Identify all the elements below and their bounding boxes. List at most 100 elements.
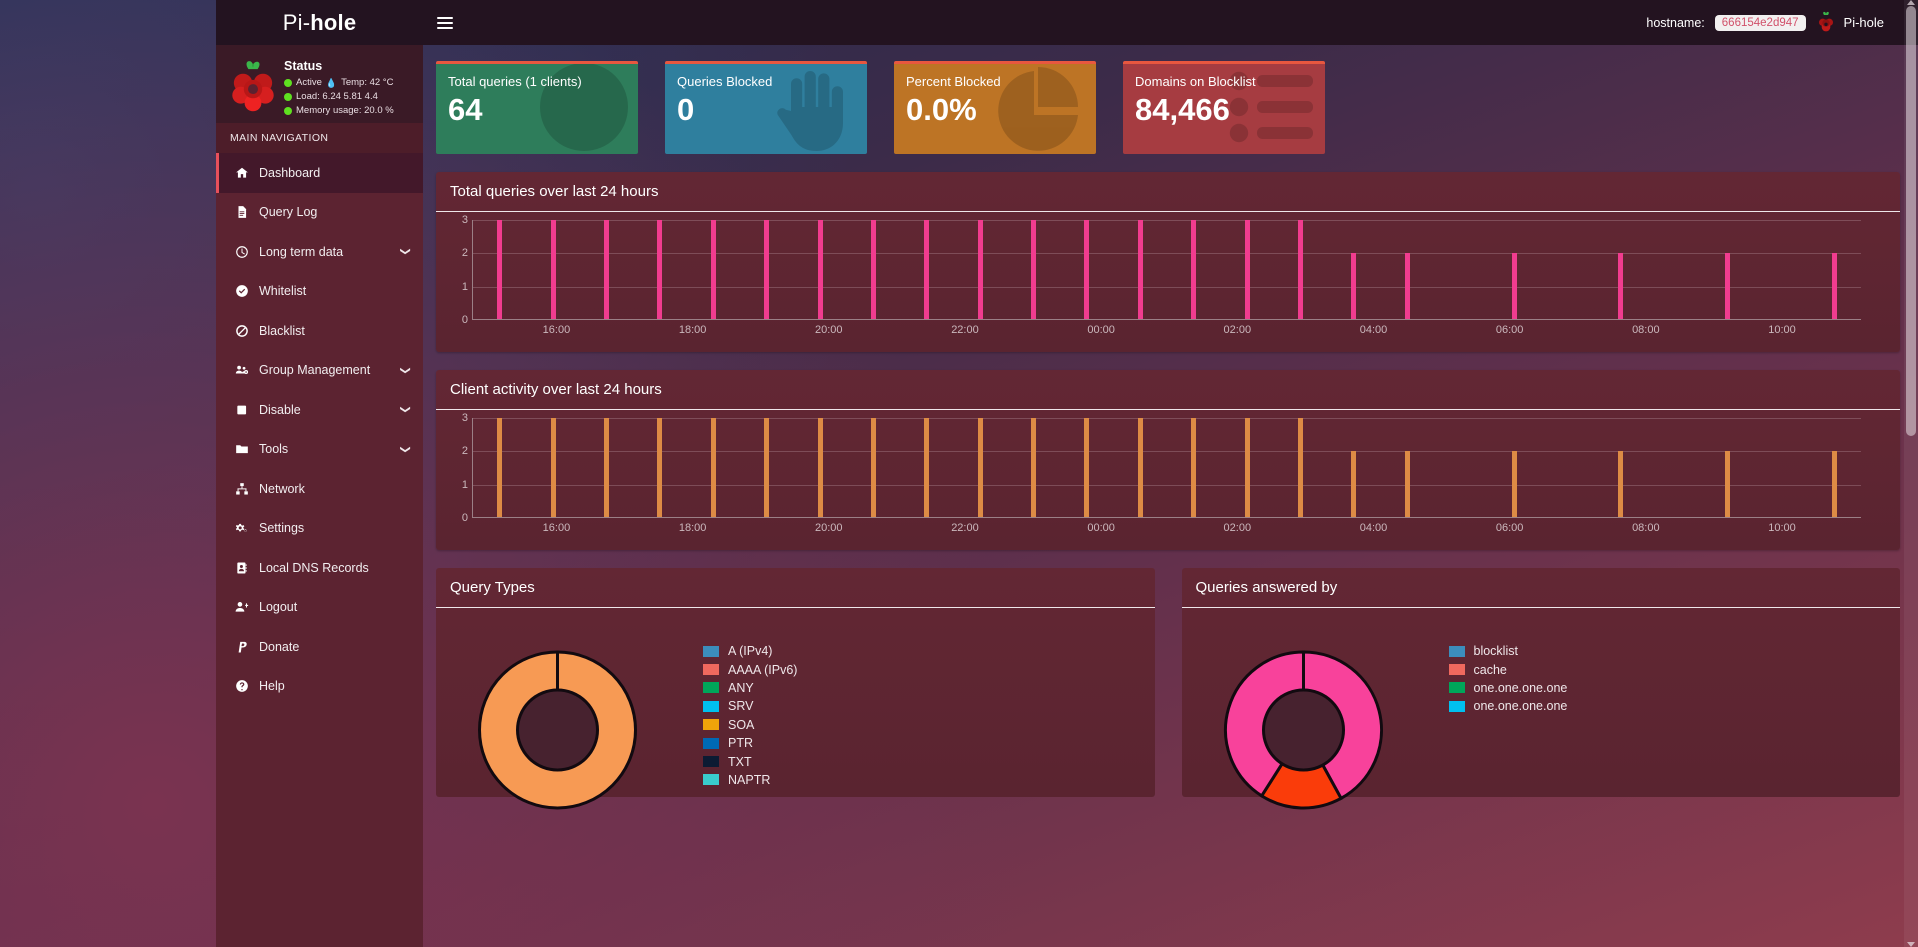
bar[interactable]	[1007, 418, 1060, 517]
bar[interactable]	[633, 418, 686, 517]
hamburger-icon[interactable]	[435, 10, 455, 36]
bar[interactable]	[900, 418, 953, 517]
legend-item[interactable]: SOA	[703, 716, 797, 734]
bar[interactable]	[473, 418, 526, 517]
bar[interactable]	[1327, 418, 1380, 517]
scroll-up-arrow-icon[interactable]	[1907, 0, 1915, 5]
bar[interactable]	[1808, 220, 1861, 319]
bar[interactable]	[1114, 220, 1167, 319]
sidebar-logo[interactable]: Pi-hole	[216, 0, 423, 45]
bar[interactable]	[1274, 418, 1327, 517]
bar[interactable]	[687, 220, 740, 319]
bar[interactable]	[1060, 418, 1113, 517]
sidebar-item-whitelist[interactable]: Whitelist	[216, 272, 423, 312]
bar[interactable]	[1381, 220, 1434, 319]
bar[interactable]	[1487, 418, 1540, 517]
bar[interactable]	[847, 418, 900, 517]
bar[interactable]	[1220, 418, 1273, 517]
bar[interactable]	[580, 220, 633, 319]
bar[interactable]	[1754, 418, 1807, 517]
sidebar-item-settings[interactable]: Settings	[216, 509, 423, 549]
legend-item[interactable]: blocklist	[1448, 642, 1568, 660]
stat-box-domains-on-blocklist[interactable]: Domains on Blocklist 84,466	[1123, 61, 1325, 154]
legend-item[interactable]: TXT	[703, 752, 797, 770]
bar[interactable]	[580, 418, 633, 517]
bar[interactable]	[526, 220, 579, 319]
bar[interactable]	[1167, 418, 1220, 517]
legend-item[interactable]: cache	[1448, 660, 1568, 678]
chevron-down-icon[interactable]: ❯	[399, 247, 411, 256]
stat-title: Percent Blocked	[906, 74, 1001, 89]
bar[interactable]	[1754, 220, 1807, 319]
sidebar-item-dashboard[interactable]: Dashboard	[216, 153, 423, 193]
bar[interactable]	[793, 220, 846, 319]
bar[interactable]	[1487, 220, 1540, 319]
bar[interactable]	[1381, 418, 1434, 517]
bar[interactable]	[526, 418, 579, 517]
bar[interactable]	[1594, 418, 1647, 517]
bar[interactable]	[1007, 220, 1060, 319]
legend-item[interactable]: NAPTR	[703, 771, 797, 789]
legend-item[interactable]: PTR	[703, 734, 797, 752]
sidebar-item-blacklist[interactable]: Blacklist	[216, 311, 423, 351]
legend-item[interactable]: ANY	[703, 679, 797, 697]
sidebar-item-disable[interactable]: Disable ❯	[216, 390, 423, 430]
sidebar-item-group-management[interactable]: Group Management ❯	[216, 351, 423, 391]
bar[interactable]	[847, 220, 900, 319]
stat-box-queries-blocked[interactable]: Queries Blocked 0	[665, 61, 867, 154]
page-scrollbar[interactable]	[1904, 0, 1918, 947]
sidebar-item-long-term-data[interactable]: Long term data ❯	[216, 232, 423, 272]
stat-box-percent-blocked[interactable]: Percent Blocked 0.0%	[894, 61, 1096, 154]
bar[interactable]	[1701, 418, 1754, 517]
bar[interactable]	[1594, 220, 1647, 319]
bar[interactable]	[900, 220, 953, 319]
chevron-down-icon[interactable]: ❯	[399, 405, 411, 414]
legend-item[interactable]: one.one.one.one	[1448, 697, 1567, 715]
bar[interactable]	[1274, 220, 1327, 319]
sidebar-item-query-log[interactable]: Query Log	[216, 193, 423, 233]
sidebar-item-tools[interactable]: Tools ❯	[216, 430, 423, 470]
bar[interactable]	[1701, 220, 1754, 319]
bar[interactable]	[633, 220, 686, 319]
bar[interactable]	[1114, 418, 1167, 517]
legend-item[interactable]: AAAA (IPv6)	[703, 660, 797, 678]
sidebar-item-label: Settings	[259, 521, 305, 536]
legend-item[interactable]: SRV	[703, 697, 797, 715]
bar[interactable]	[687, 418, 740, 517]
bar[interactable]	[954, 220, 1007, 319]
bar[interactable]	[1434, 418, 1487, 517]
gridline	[473, 418, 1861, 419]
bar[interactable]	[1648, 220, 1701, 319]
bar[interactable]	[1434, 220, 1487, 319]
sidebar-item-local-dns-records[interactable]: Local DNS Records	[216, 548, 423, 588]
sidebar-item-donate[interactable]: Donate	[216, 627, 423, 667]
bar[interactable]	[740, 418, 793, 517]
legend-item[interactable]: A (IPv4)	[703, 642, 797, 660]
paypal-icon	[234, 639, 249, 654]
bar[interactable]	[1648, 418, 1701, 517]
legend-label: NAPTR	[728, 772, 771, 787]
scroll-down-arrow-icon[interactable]	[1907, 942, 1915, 947]
topbar-right: hostname: 666154e2d947 Pi-hole	[1646, 11, 1906, 35]
bar[interactable]	[740, 220, 793, 319]
scrollbar-thumb[interactable]	[1906, 6, 1916, 436]
chevron-down-icon[interactable]: ❯	[399, 366, 411, 375]
bar[interactable]	[954, 418, 1007, 517]
sidebar-item-help[interactable]: Help	[216, 667, 423, 707]
legend-item[interactable]: one.one.one.one	[1448, 679, 1567, 697]
bar[interactable]	[1808, 418, 1861, 517]
sidebar-item-logout[interactable]: Logout	[216, 588, 423, 628]
topbar-brand[interactable]: Pi-hole	[1816, 11, 1884, 35]
bar[interactable]	[1220, 220, 1273, 319]
bar[interactable]	[1060, 220, 1113, 319]
stat-box-total-queries-1-clients[interactable]: Total queries (1 clients) 64	[436, 61, 638, 154]
panel-client-activity: Client activity over last 24 hours 0 1 2 3 …	[436, 370, 1900, 550]
bar[interactable]	[1327, 220, 1380, 319]
bar[interactable]	[1167, 220, 1220, 319]
bar[interactable]	[1541, 418, 1594, 517]
bar[interactable]	[793, 418, 846, 517]
chevron-down-icon[interactable]: ❯	[399, 445, 411, 454]
sidebar-item-network[interactable]: Network	[216, 469, 423, 509]
bar[interactable]	[1541, 220, 1594, 319]
bar[interactable]	[473, 220, 526, 319]
